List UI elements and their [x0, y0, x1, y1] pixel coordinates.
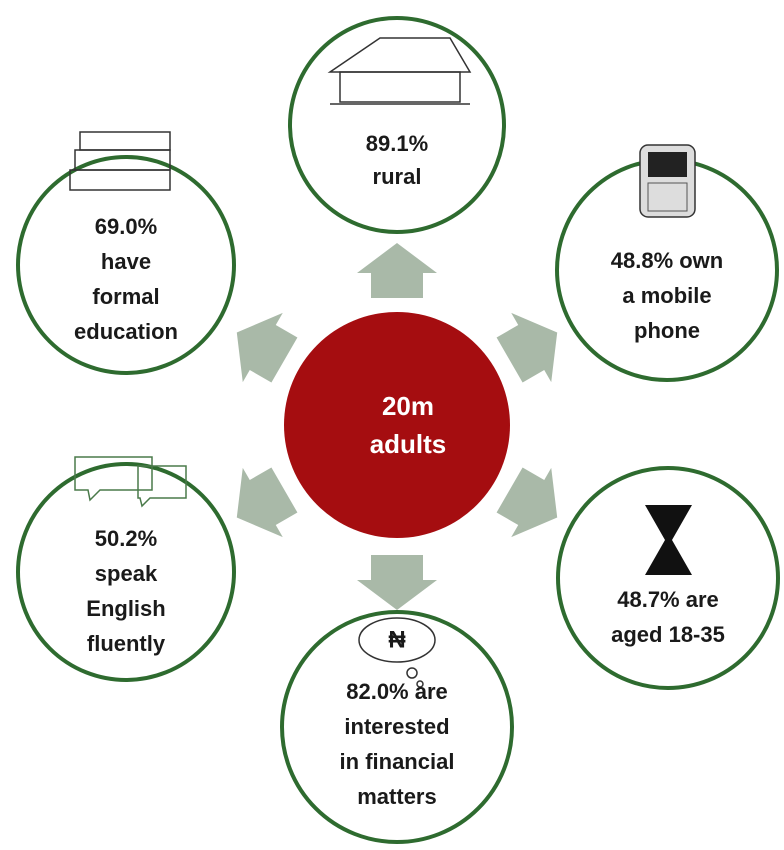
node-label: speak — [95, 561, 158, 586]
node-label: have — [101, 249, 151, 274]
arrow — [357, 555, 437, 610]
node-label: fluently — [87, 631, 166, 656]
node-label: in financial — [340, 749, 455, 774]
node-label: 82.0% are — [346, 679, 448, 704]
center-label: 20m — [382, 391, 434, 421]
arrow — [217, 298, 305, 395]
currency-symbol: ₦ — [388, 626, 406, 653]
node-label: aged 18-35 — [611, 622, 725, 647]
center-label: adults — [370, 429, 447, 459]
center-circle — [284, 312, 510, 538]
phone-icon — [640, 145, 695, 217]
node-label: 50.2% — [95, 526, 157, 551]
node-label: 89.1% — [366, 131, 428, 156]
node-circle — [558, 468, 778, 688]
node-label: formal — [92, 284, 159, 309]
diagram: 20m adults ₦ 89.1% rural 48.8% own a mob… — [0, 0, 784, 850]
node-label: 48.7% are — [617, 587, 719, 612]
node-label: matters — [357, 784, 436, 809]
node-label: phone — [634, 318, 700, 343]
arrow — [357, 243, 437, 298]
node-label: 69.0% — [95, 214, 157, 239]
node-circle — [290, 18, 504, 232]
node-label: English — [86, 596, 165, 621]
node-label: interested — [344, 714, 449, 739]
node-label: a mobile — [622, 283, 711, 308]
node-label: rural — [373, 164, 422, 189]
node-label: education — [74, 319, 178, 344]
node-label: 48.8% own — [611, 248, 723, 273]
